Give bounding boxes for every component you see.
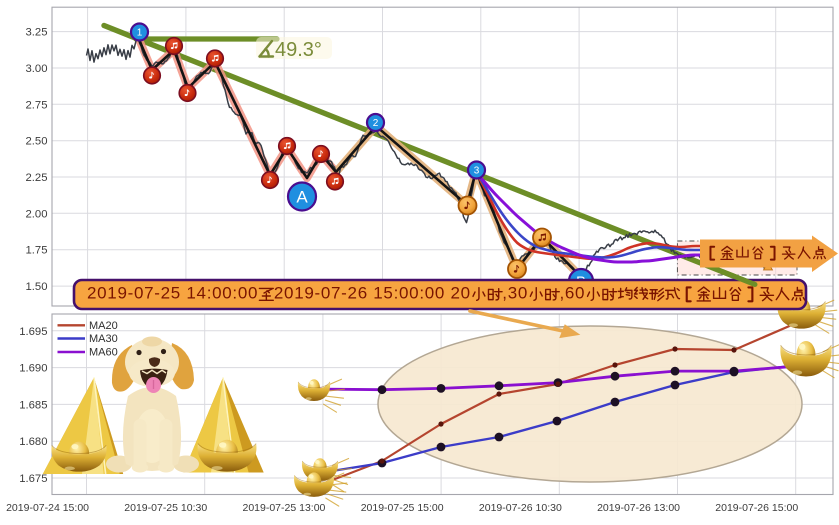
svg-text:2019-07-26 15:00:00 20: 2019-07-26 15:00:00 20 <box>274 284 471 303</box>
svg-text:2019-07-25 13:00: 2019-07-25 13:00 <box>242 502 325 514</box>
svg-text:2.00: 2.00 <box>26 208 48 220</box>
svg-text:2019-07-25 15:00: 2019-07-25 15:00 <box>361 502 444 514</box>
svg-text:3.25: 3.25 <box>26 27 48 39</box>
svg-text:1.695: 1.695 <box>19 326 47 338</box>
svg-text:1: 1 <box>137 28 143 39</box>
svg-text:MA20: MA20 <box>89 320 118 332</box>
svg-text:1.680: 1.680 <box>19 436 47 448</box>
svg-text:1.685: 1.685 <box>19 399 47 411</box>
svg-text:2019-07-26 13:00: 2019-07-26 13:00 <box>597 502 680 514</box>
svg-text:30: 30 <box>508 284 528 303</box>
svg-text:3: 3 <box>474 166 480 177</box>
svg-text:2.25: 2.25 <box>26 172 48 184</box>
svg-text:3.00: 3.00 <box>26 63 48 75</box>
svg-text:2019-07-26 10:30: 2019-07-26 10:30 <box>479 502 562 514</box>
svg-text:1.675: 1.675 <box>19 473 47 485</box>
svg-text:49.3°: 49.3° <box>275 39 322 61</box>
svg-text:2.75: 2.75 <box>26 99 48 111</box>
svg-text:2: 2 <box>373 118 379 129</box>
svg-text:,: , <box>560 284 565 303</box>
svg-text:1.50: 1.50 <box>26 281 48 293</box>
svg-text:2019-07-25 10:30: 2019-07-25 10:30 <box>124 502 207 514</box>
svg-text:A: A <box>296 188 308 207</box>
svg-text:MA60: MA60 <box>89 347 118 359</box>
svg-text:1.75: 1.75 <box>26 245 48 257</box>
svg-text:MA30: MA30 <box>89 333 118 345</box>
svg-text:,: , <box>502 284 507 303</box>
svg-text:2019-07-25 14:00:00: 2019-07-25 14:00:00 <box>87 284 258 303</box>
svg-text:60: 60 <box>565 284 585 303</box>
svg-text:2.50: 2.50 <box>26 136 48 148</box>
svg-text:2019-07-24 15:00: 2019-07-24 15:00 <box>6 502 89 514</box>
svg-text:1.690: 1.690 <box>19 363 47 375</box>
svg-text:2019-07-26 15:00: 2019-07-26 15:00 <box>715 502 798 514</box>
